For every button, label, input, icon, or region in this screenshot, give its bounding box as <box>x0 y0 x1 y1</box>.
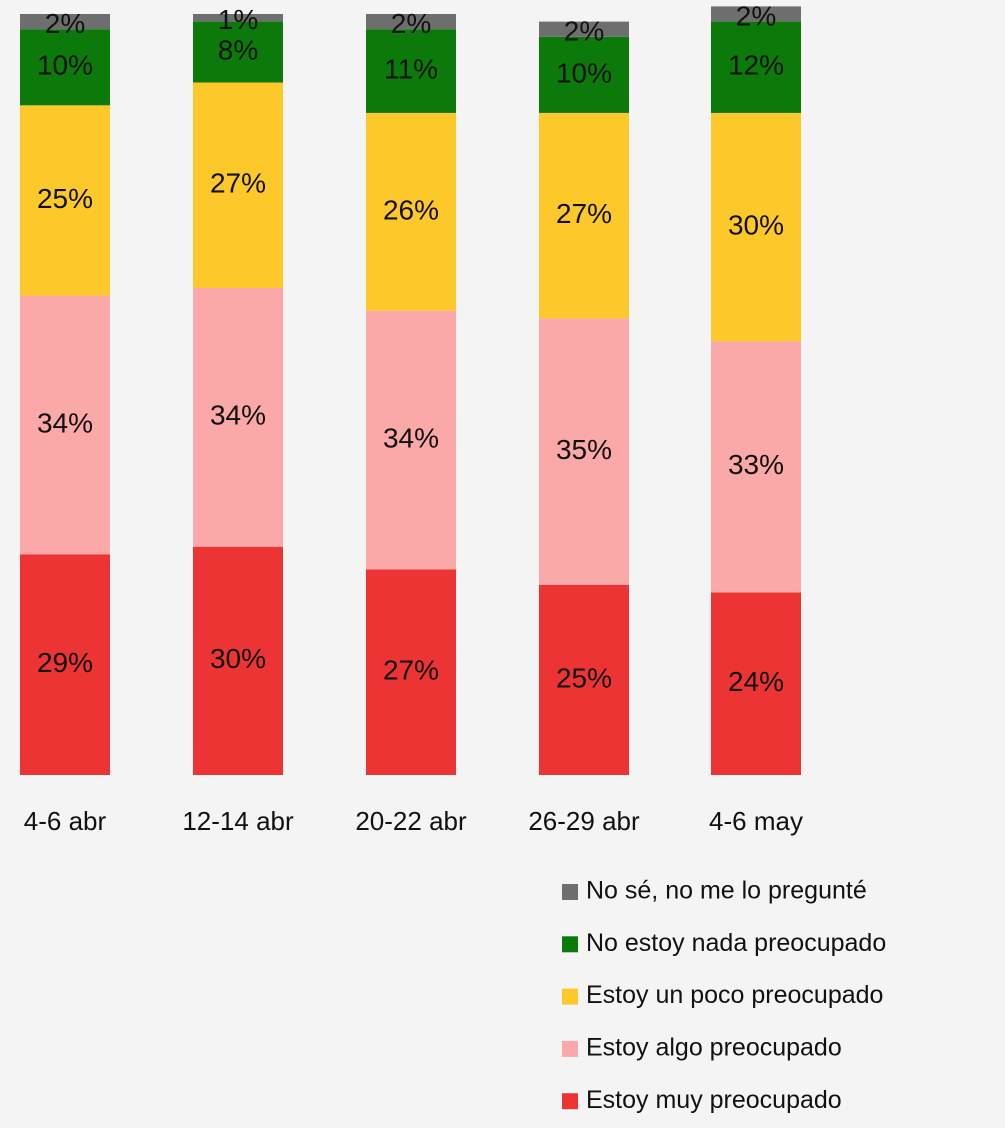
data-label: 11% <box>384 53 438 84</box>
data-label: 27% <box>210 168 266 199</box>
data-label: 34% <box>37 407 93 438</box>
data-label: 2% <box>45 8 85 39</box>
bar-segment <box>20 29 110 106</box>
legend-swatch <box>562 988 578 1005</box>
data-label: 2% <box>736 0 776 31</box>
data-label: 10% <box>37 50 93 81</box>
x-tick-label: 12-14 abr <box>182 806 294 836</box>
data-label: 2% <box>564 16 604 47</box>
bar-segment <box>711 112 801 342</box>
data-label: 29% <box>37 647 93 678</box>
legend-label: Estoy algo preocupado <box>586 1034 842 1062</box>
x-tick-label: 26-29 abr <box>528 806 640 836</box>
data-label: 25% <box>556 662 612 693</box>
data-label: 26% <box>383 194 439 225</box>
bar-segment <box>193 546 283 775</box>
data-label: 34% <box>383 423 439 454</box>
bar-segment <box>711 6 801 22</box>
data-label: 27% <box>556 198 612 229</box>
bar-segment <box>193 287 283 547</box>
data-label: 2% <box>391 8 431 39</box>
bar-segment <box>193 21 283 83</box>
data-label: 27% <box>383 655 439 686</box>
legend-swatch <box>562 936 578 953</box>
data-label: 30% <box>210 643 266 674</box>
x-tick-label: 4-6 abr <box>24 806 107 836</box>
bar-segment <box>20 105 110 296</box>
bar-segment <box>539 112 629 319</box>
bar-segment <box>20 295 110 555</box>
legend-swatch <box>562 1093 578 1110</box>
x-tick-label: 20-22 abr <box>355 806 467 836</box>
bar-segment <box>539 21 629 37</box>
legend-swatch <box>562 884 578 900</box>
bar-segment <box>539 584 629 775</box>
bar-segment <box>366 112 456 311</box>
data-label: 12% <box>728 50 784 81</box>
bar-segment <box>539 318 629 585</box>
bar-segment <box>711 341 801 593</box>
data-label: 33% <box>728 449 784 480</box>
bar-segment <box>711 21 801 113</box>
bar-segment <box>366 14 456 30</box>
bar-segment <box>366 29 456 113</box>
legend-label: No sé, no me lo pregunté <box>586 877 867 905</box>
bar-segment <box>193 14 283 22</box>
data-label: 8% <box>218 34 258 65</box>
legend-label: Estoy un poco preocupado <box>586 981 883 1009</box>
data-label: 1% <box>218 4 258 35</box>
data-label: 24% <box>728 666 784 697</box>
bar-segment <box>366 310 456 570</box>
data-label: 35% <box>556 434 612 465</box>
legend-swatch <box>562 1040 578 1057</box>
bar-segment <box>711 592 801 775</box>
bar-segment <box>539 36 629 113</box>
bar-segment <box>20 14 110 30</box>
x-tick-label: 4-6 may <box>709 806 803 836</box>
legend-label: Estoy muy preocupado <box>586 1086 842 1114</box>
data-label: 34% <box>210 400 266 431</box>
bar-segment <box>20 554 110 775</box>
legend-label: No estoy nada preocupado <box>586 929 886 957</box>
bar-segment <box>193 82 283 288</box>
data-label: 10% <box>556 57 612 88</box>
data-label: 25% <box>37 183 93 214</box>
bar-segment <box>366 569 456 775</box>
data-label: 30% <box>728 209 784 240</box>
